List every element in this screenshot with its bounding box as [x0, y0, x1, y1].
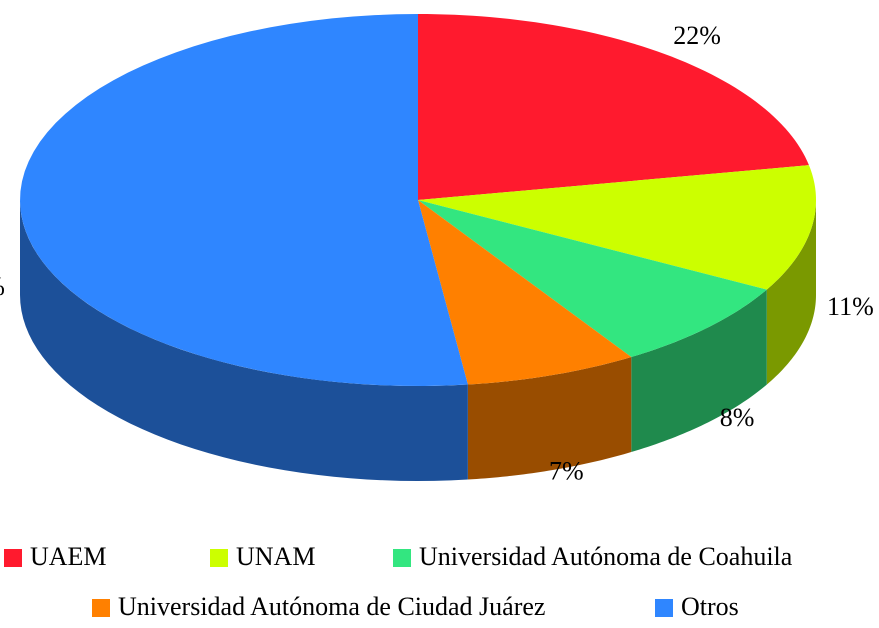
slice-side: [766, 200, 816, 385]
legend-label: Otros: [681, 592, 739, 621]
legend-swatch: [655, 599, 673, 617]
legend-label: Universidad Autónoma de Coahuila: [419, 542, 793, 571]
legend-label: UNAM: [236, 542, 315, 571]
slice-side: [20, 200, 468, 481]
slice: [418, 200, 632, 385]
legend-swatch: [4, 549, 22, 567]
slice-side: [467, 357, 632, 480]
slice: [418, 165, 816, 290]
slice: [20, 14, 468, 386]
data-label: 8%: [720, 403, 755, 432]
legend-swatch: [210, 549, 228, 567]
legend-label: UAEM: [30, 542, 107, 571]
data-label: 11%: [827, 292, 874, 321]
legend-swatch: [92, 599, 110, 617]
slice: [418, 200, 767, 358]
data-label: 7%: [549, 457, 584, 486]
legend-label: Universidad Autónoma de Ciudad Juárez: [118, 592, 545, 621]
slice: [418, 14, 809, 200]
data-label: 52%: [0, 272, 5, 301]
slice-side: [631, 289, 767, 453]
legend-swatch: [393, 549, 411, 567]
data-label: 22%: [673, 21, 721, 50]
